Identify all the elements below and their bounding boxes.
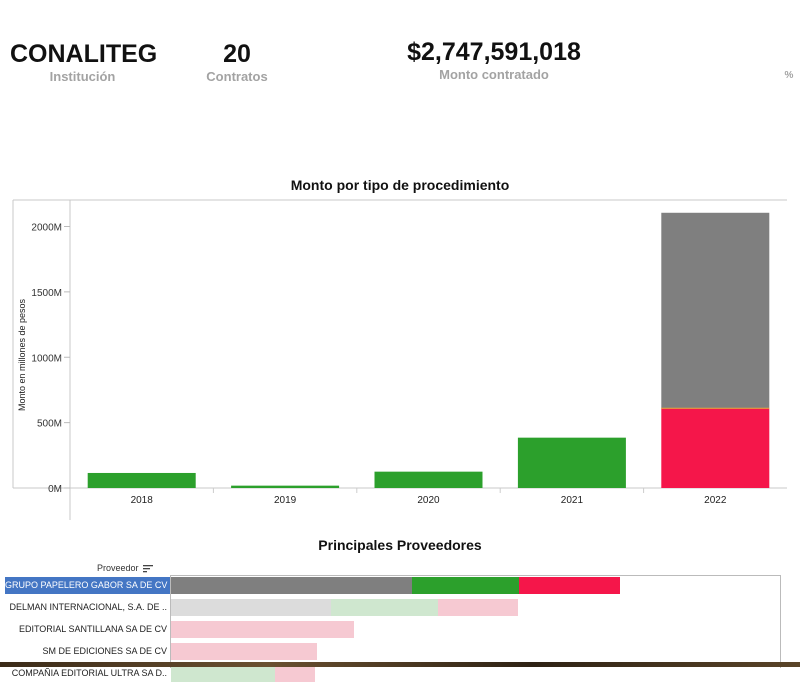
proveedor-row[interactable]: EDITORIAL SANTILLANA SA DE CV: [5, 621, 799, 638]
proveedor-bar-segment[interactable]: [330, 599, 438, 616]
kpi-monto: $2,747,591,018 Monto contratado: [404, 38, 584, 82]
sort-icon[interactable]: [143, 564, 154, 573]
kpi-porcentaje: %: [780, 70, 798, 81]
proveedor-row[interactable]: SM DE EDICIONES SA DE CV: [5, 643, 799, 660]
chart-procedimiento-title: Monto por tipo de procedimiento: [290, 177, 510, 193]
proveedor-label[interactable]: EDITORIAL SANTILLANA SA DE CV: [18, 624, 167, 634]
y-tick-label: 0M: [48, 484, 62, 495]
proveedor-bar-segment[interactable]: [171, 599, 331, 616]
kpi-porcentaje-label: %: [784, 70, 794, 81]
kpi-contratos-label: Contratos: [206, 69, 268, 84]
x-tick-label-2019: 2019: [274, 495, 297, 506]
bar-2022-series-1: [661, 408, 770, 488]
y-tick-label: 1500M: [31, 288, 62, 299]
proveedor-bar-segment[interactable]: [171, 643, 317, 660]
proveedor-row[interactable]: GRUPO PAPELERO GABOR SA DE CV: [5, 577, 799, 594]
bottom-edge: [0, 662, 800, 667]
kpi-institucion: CONALITEG Institución: [10, 40, 158, 84]
proveedor-bar[interactable]: [171, 577, 621, 594]
bar-2020-series-0: [374, 471, 483, 488]
bar-2021-series-0: [517, 437, 626, 488]
proveedor-label[interactable]: COMPAÑIA EDITORIAL ULTRA SA D..: [11, 668, 167, 678]
kpi-contratos: 20 Contratos: [198, 40, 276, 84]
proveedor-row[interactable]: DELMAN INTERNACIONAL, S.A. DE ..: [5, 599, 799, 616]
bar-2022-series-2: [661, 212, 770, 409]
proveedor-bar-segment[interactable]: [437, 599, 519, 616]
proveedor-bar-segment[interactable]: [274, 665, 315, 682]
bar-2018-series-0: [87, 472, 196, 488]
proveedor-bar-segment[interactable]: [171, 665, 275, 682]
x-tick-label-2021: 2021: [561, 495, 584, 506]
kpi-monto-label: Monto contratado: [439, 67, 549, 82]
proveedor-label[interactable]: GRUPO PAPELERO GABOR SA DE CV: [5, 577, 170, 594]
proveedor-bar[interactable]: [171, 621, 355, 638]
proveedor-bar-segment[interactable]: [518, 577, 621, 594]
proveedor-bar-segment[interactable]: [411, 577, 519, 594]
y-tick-label: 1000M: [31, 353, 62, 364]
chart-proveedores-title: Principales Proveedores: [318, 537, 482, 553]
kpi-contratos-value: 20: [223, 40, 251, 68]
kpi-institucion-value: CONALITEG: [10, 40, 158, 68]
proveedor-label[interactable]: DELMAN INTERNACIONAL, S.A. DE ..: [9, 602, 167, 612]
kpi-monto-value: $2,747,591,018: [407, 38, 581, 66]
proveedor-bar[interactable]: [171, 599, 519, 616]
y-tick-label: 2000M: [31, 223, 62, 234]
proveedor-bar[interactable]: [171, 643, 317, 660]
proveedor-bar-segment[interactable]: [171, 577, 412, 594]
chart-procedimiento: 0M 500M 1000M 1500M 2000M Monto en millones d…: [12, 199, 787, 520]
x-tick-label-2022: 2022: [704, 495, 727, 506]
proveedor-bar-segment[interactable]: [171, 621, 355, 638]
proveedor-bar[interactable]: [171, 665, 315, 682]
y-axis-label: Monto en millones de pesos: [17, 298, 27, 411]
x-tick-label-2018: 2018: [131, 495, 154, 506]
x-tick-label-2020: 2020: [417, 495, 440, 506]
bar-2019-series-0: [231, 485, 340, 488]
proveedor-row[interactable]: COMPAÑIA EDITORIAL ULTRA SA D..: [5, 665, 799, 682]
kpi-institucion-label: Institución: [49, 69, 116, 84]
y-tick-label: 500M: [37, 419, 62, 430]
proveedor-label[interactable]: SM DE EDICIONES SA DE CV: [42, 646, 167, 656]
proveedores-plot-area: [170, 575, 781, 668]
proveedor-header-label: Proveedor: [97, 563, 139, 573]
proveedor-column-header[interactable]: Proveedor: [97, 563, 154, 573]
